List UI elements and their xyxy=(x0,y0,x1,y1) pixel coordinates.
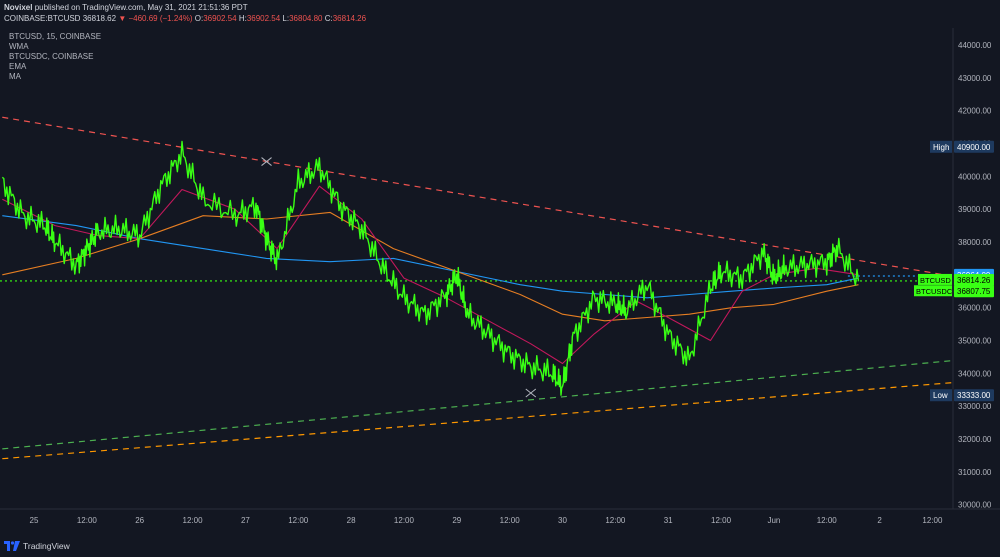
x-tick-label: 26 xyxy=(135,516,144,525)
btcusd-value-tag-bg xyxy=(954,273,994,286)
btcusdc-label: BTCUSDC xyxy=(916,287,953,296)
low-value-tag-bg xyxy=(954,389,994,402)
publish-text: published on TradingView.com, May 31, 20… xyxy=(34,3,248,12)
low-value-tag-text: 33333.00 xyxy=(957,391,991,400)
tradingview-logo[interactable]: TradingView xyxy=(4,541,70,551)
x-tick-label: 12:00 xyxy=(288,516,309,525)
high-value-tag-bg xyxy=(954,140,994,153)
symbol-name: COINBASE:BTCUSD xyxy=(4,14,81,23)
low-label: L: xyxy=(282,14,290,23)
low-label: Low xyxy=(933,391,948,400)
author-name[interactable]: Novixel xyxy=(4,3,33,12)
legend-wma[interactable]: WMA xyxy=(9,42,29,51)
series-ema xyxy=(2,211,859,322)
tradingview-brand: TradingView xyxy=(23,541,70,551)
chart-background xyxy=(0,28,1000,537)
trendline-support_green xyxy=(2,360,952,450)
y-tick-label: 35000.00 xyxy=(958,336,992,345)
y-tick-label: 32000.00 xyxy=(958,435,992,444)
x-tick-label: 27 xyxy=(241,516,250,525)
change-value: −460.69 (−1.24%) xyxy=(128,14,193,23)
legend-ema[interactable]: EMA xyxy=(9,62,27,71)
last-price: 36818.62 xyxy=(82,14,117,23)
low-value: 36804.80 xyxy=(289,14,323,23)
x-tick-label: 30 xyxy=(558,516,567,525)
btcusd-value-tag-text: 36814.26 xyxy=(957,276,991,285)
close-value: 36814.26 xyxy=(332,14,367,23)
btcusdc-label-bg xyxy=(914,285,952,297)
series-ma xyxy=(2,215,859,299)
y-tick-label: 30000.00 xyxy=(958,501,992,510)
x-tick-label: 12:00 xyxy=(500,516,521,525)
x-tick-label: 31 xyxy=(664,516,673,525)
legend-ma[interactable]: MA xyxy=(9,72,21,81)
y-tick-label: 40000.00 xyxy=(958,172,992,181)
y-tick-label: 31000.00 xyxy=(958,468,992,477)
x-tick-label: 12:00 xyxy=(77,516,98,525)
y-tick-label: 34000.00 xyxy=(958,369,992,378)
series-price xyxy=(1,140,860,396)
x-tick-label: 12:00 xyxy=(711,516,732,525)
high-value: 36902.54 xyxy=(246,14,281,23)
high-label: High xyxy=(933,143,949,152)
btcusdc-value-tag-bg xyxy=(954,285,994,298)
price-chart[interactable]: 44000.0043000.0042000.0041000.0040000.00… xyxy=(0,28,1000,537)
y-tick-label: 44000.00 xyxy=(958,41,992,50)
y-tick-label: 43000.00 xyxy=(958,74,992,83)
x-tick-label: 12:00 xyxy=(817,516,838,525)
btcusdc-value-tag-text: 36807.75 xyxy=(957,287,991,296)
x-tick-label: 2 xyxy=(877,516,882,525)
x-tick-label: 29 xyxy=(452,516,461,525)
high-value-tag-text: 40900.00 xyxy=(957,143,991,152)
publish-info: Novixel published on TradingView.com, Ma… xyxy=(4,3,248,12)
x-tick-label: 25 xyxy=(30,516,39,525)
low-marker xyxy=(525,388,537,398)
y-tick-label: 38000.00 xyxy=(958,238,992,247)
x-tick-label: 12:00 xyxy=(394,516,415,525)
x-tick-label: 28 xyxy=(347,516,356,525)
open-value: 36902.54 xyxy=(203,14,237,23)
x-tick-label: 12:00 xyxy=(605,516,626,525)
low-label-bg xyxy=(930,389,952,402)
y-tick-label: 36000.00 xyxy=(958,304,992,313)
indicator-legend: BTCUSD, 15, COINBASE WMA BTCUSDC, COINBA… xyxy=(9,32,101,82)
chart-header: Novixel published on TradingView.com, Ma… xyxy=(0,0,1000,28)
x-tick-label: 12:00 xyxy=(183,516,204,525)
footer: TradingView xyxy=(0,537,1000,557)
trendline-resistance xyxy=(2,116,952,277)
x-tick-label: 12:00 xyxy=(922,516,943,525)
tradingview-icon xyxy=(4,541,20,551)
high-marker xyxy=(261,157,272,166)
y-tick-label: 39000.00 xyxy=(958,205,992,214)
high-label: H: xyxy=(238,14,247,23)
ohlc-line: COINBASE:BTCUSD 36818.62 ▼ −460.69 (−1.2… xyxy=(4,14,366,23)
y-tick-label: 33000.00 xyxy=(958,402,992,411)
btcusd-label-bg xyxy=(918,273,952,285)
open-label: O: xyxy=(194,14,204,23)
x-tick-label: Jun xyxy=(767,516,780,525)
y-tick-label: 42000.00 xyxy=(958,107,992,116)
btcusd-label: BTCUSD xyxy=(920,276,951,285)
legend-main-series[interactable]: BTCUSD, 15, COINBASE xyxy=(9,32,102,41)
change-arrow: ▼ xyxy=(118,14,127,23)
legend-btcusdc[interactable]: BTCUSDC, COINBASE xyxy=(9,52,94,61)
high-label-bg xyxy=(930,140,952,153)
close-label: C: xyxy=(324,14,333,23)
